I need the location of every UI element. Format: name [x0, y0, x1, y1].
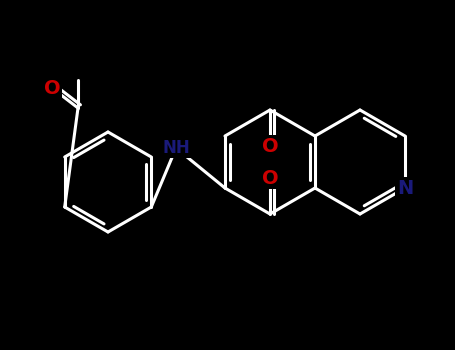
Text: O: O [262, 168, 278, 188]
Text: N: N [397, 178, 413, 197]
Text: NH: NH [162, 139, 190, 157]
Text: O: O [262, 136, 278, 155]
Text: O: O [44, 78, 61, 98]
